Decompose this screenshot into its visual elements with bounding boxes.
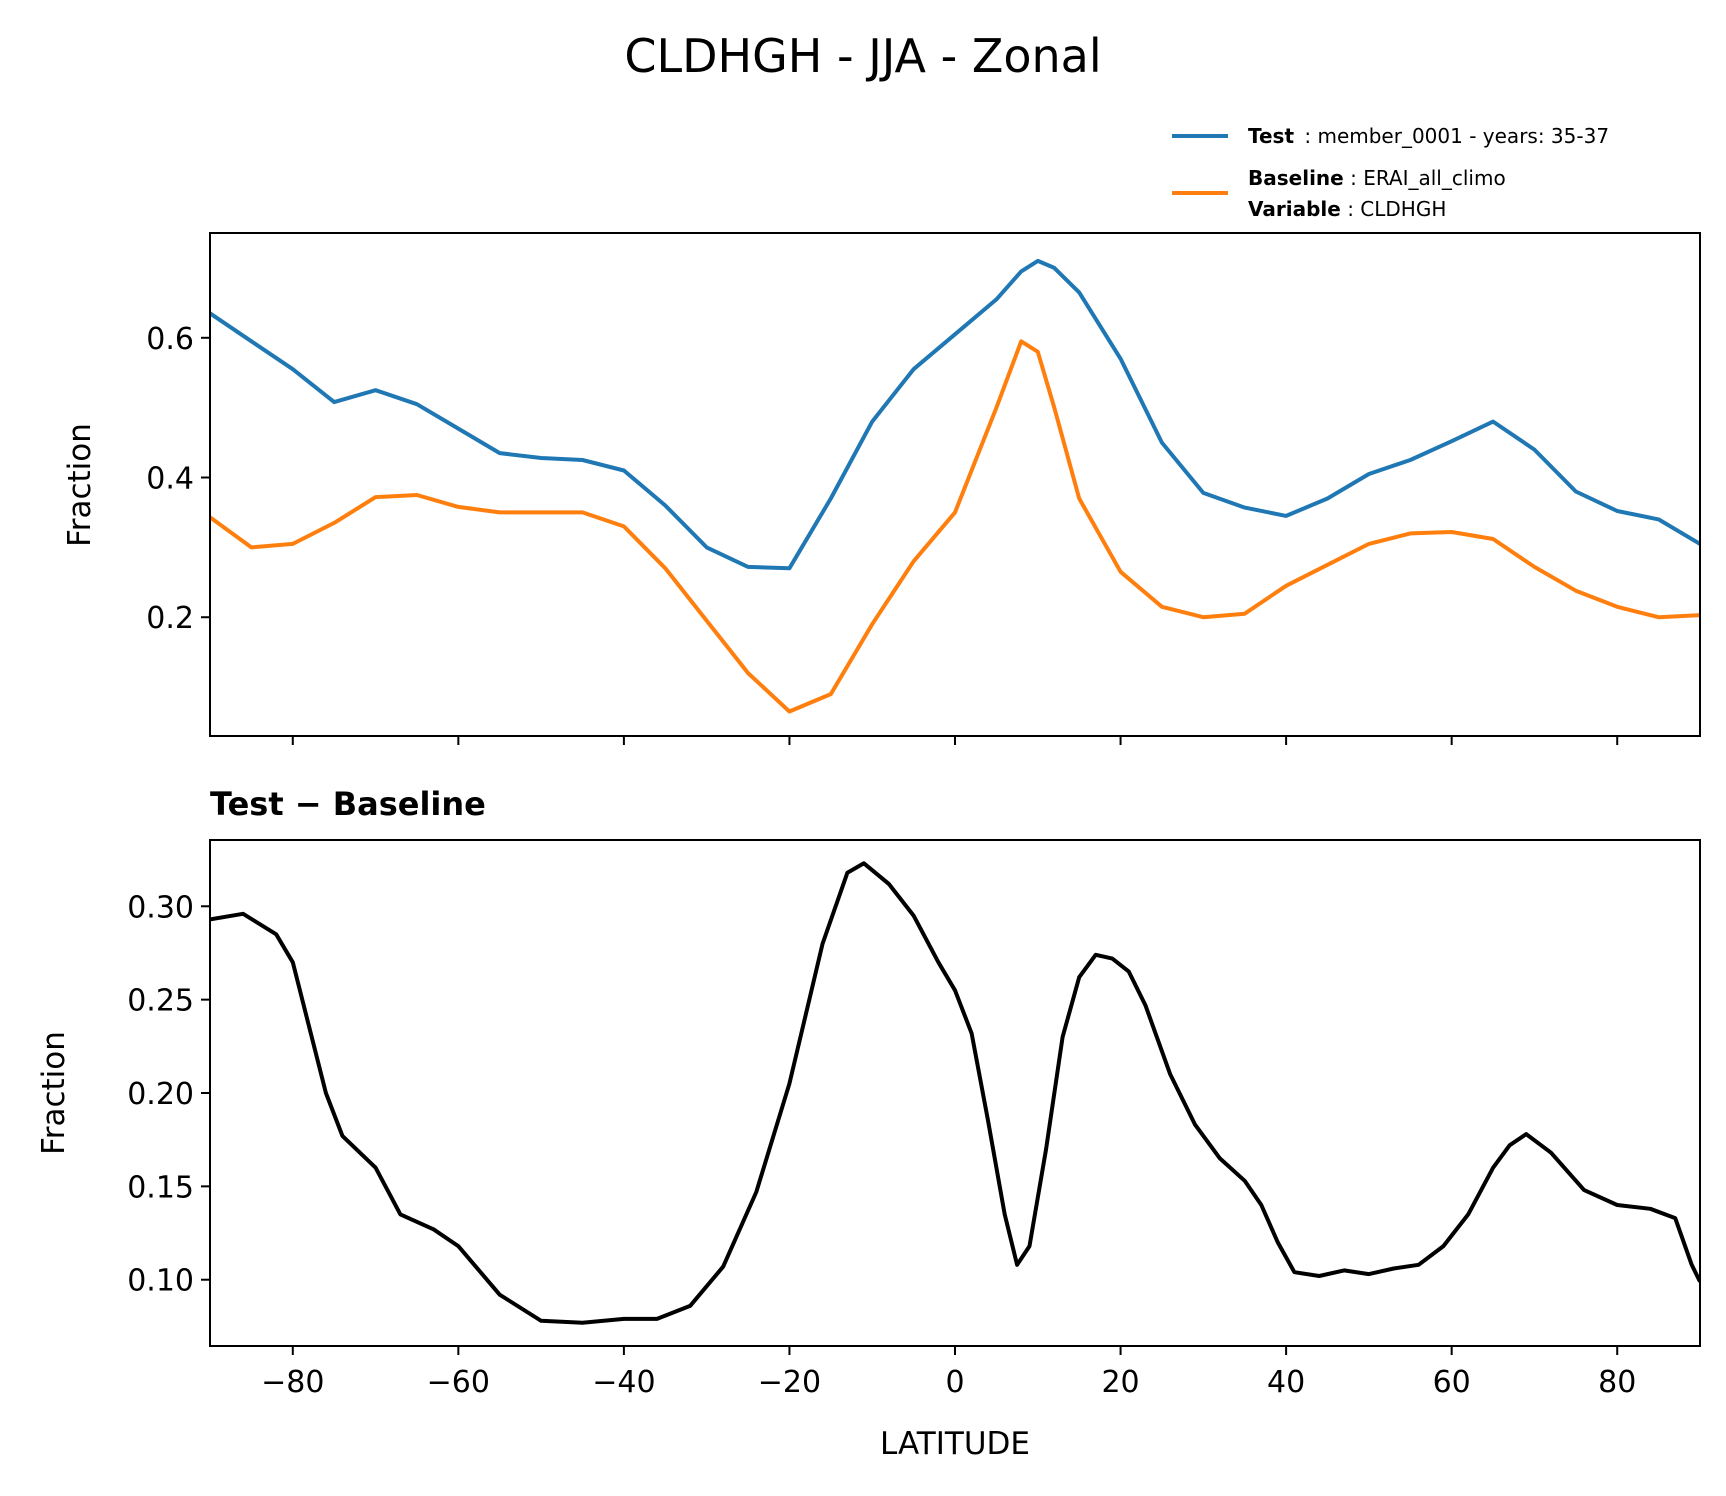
- bottom-series-line-test-baseline: [210, 861, 1700, 1325]
- bottom-y-axis-label: Fraction: [36, 1031, 72, 1155]
- bottom-x-tick-label: 80: [1598, 1365, 1636, 1400]
- legend-variable-value: CLDHGH: [1360, 197, 1446, 221]
- bottom-y-tick-label: 0.15: [127, 1170, 194, 1205]
- bottom-x-tick-label: −80: [261, 1365, 324, 1400]
- bottom-y-tick-label: 0.30: [127, 890, 194, 925]
- top-plot-frame: [209, 232, 1701, 737]
- bottom-series-lines: [210, 861, 1700, 1325]
- top-panel: 0.2 0.4 0.6 Fraction: [62, 232, 1701, 745]
- legend-variable-entry: Variable : CLDHGH: [1248, 197, 1446, 221]
- bottom-y-tick-label: 0.10: [127, 1264, 194, 1299]
- bottom-panel: Test − Baseline 0.10 0.15 0.20 0.25 0.30 −80…: [36, 785, 1701, 1462]
- top-series-line-baseline: [210, 339, 1700, 714]
- legend-baseline-value: ERAI_all_climo: [1363, 166, 1506, 190]
- legend-variable-key: Variable: [1248, 197, 1341, 221]
- bottom-y-ticks: 0.10 0.15 0.20 0.25 0.30: [127, 890, 210, 1299]
- bottom-x-tick-label: 20: [1101, 1365, 1139, 1400]
- legend-test-key: Test: [1248, 124, 1294, 148]
- top-series-lines: [210, 258, 1700, 714]
- bottom-x-tick-label: 40: [1267, 1365, 1305, 1400]
- top-y-axis-label: Fraction: [62, 423, 98, 547]
- legend-baseline-key: Baseline: [1248, 166, 1344, 190]
- bottom-plot-frame: [209, 839, 1701, 1347]
- bottom-x-ticks: −80 −60 −40 −20 0 20 40 60 80: [261, 1346, 1636, 1400]
- top-x-ticks: [291, 736, 1619, 745]
- figure-title: CLDHGH - JJA - Zonal: [624, 29, 1101, 83]
- top-y-ticks: 0.2 0.4 0.6: [146, 322, 210, 636]
- bottom-x-tick-label: 60: [1433, 1365, 1471, 1400]
- legend-test-value: member_0001 - years: 35-37: [1317, 124, 1609, 148]
- bottom-panel-title: Test − Baseline: [210, 785, 486, 823]
- top-y-tick-label: 0.6: [146, 322, 194, 357]
- top-y-tick-label: 0.2: [146, 601, 194, 636]
- bottom-y-tick-label: 0.20: [127, 1077, 194, 1112]
- bottom-x-tick-label: −40: [592, 1365, 655, 1400]
- legend-test-entry: Test : member_0001 - years: 35-37: [1248, 124, 1609, 148]
- legend: Test : member_0001 - years: 35-37 Baseli…: [1172, 124, 1609, 221]
- legend-baseline-entry: Baseline : ERAI_all_climo: [1248, 166, 1506, 190]
- x-axis-label: LATITUDE: [880, 1426, 1030, 1462]
- top-y-tick-label: 0.4: [146, 462, 194, 497]
- bottom-y-tick-label: 0.25: [127, 984, 194, 1019]
- bottom-x-tick-label: 0: [945, 1365, 964, 1400]
- bottom-x-tick-label: −60: [427, 1365, 490, 1400]
- top-series-line-test: [210, 258, 1700, 571]
- bottom-x-tick-label: −20: [758, 1365, 821, 1400]
